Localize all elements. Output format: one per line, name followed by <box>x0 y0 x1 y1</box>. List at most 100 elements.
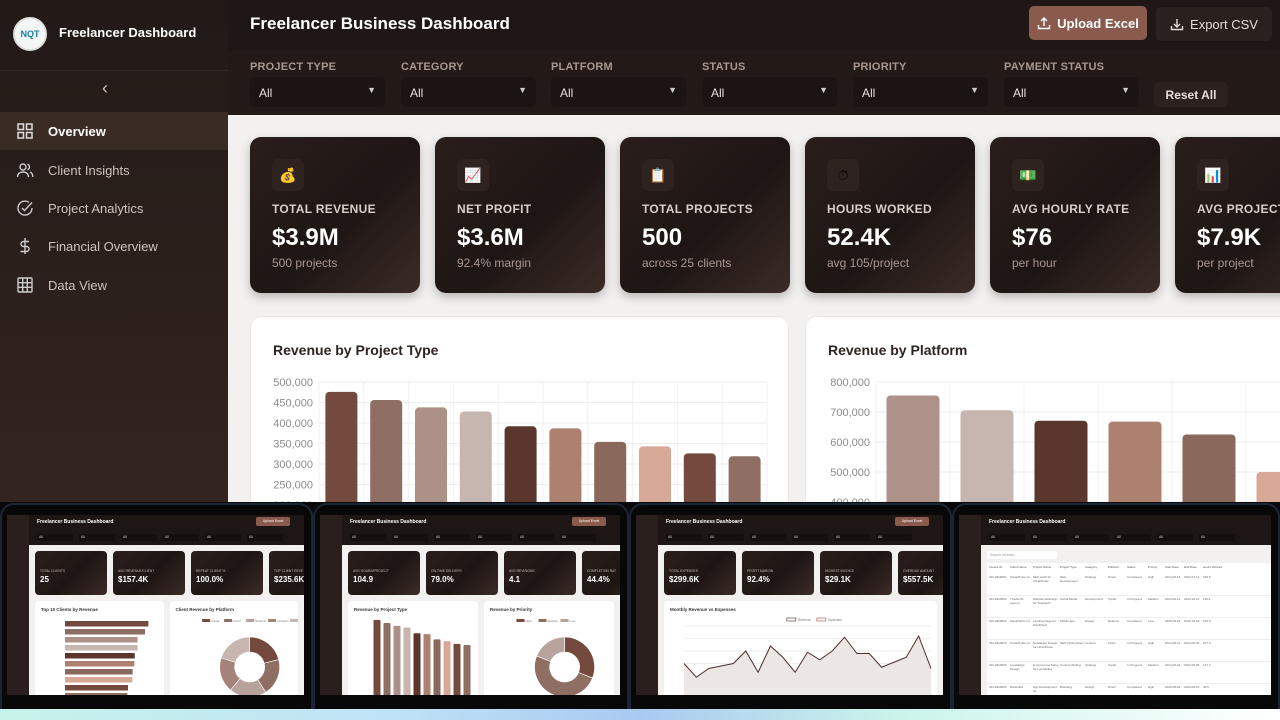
thumbnail-upload-button[interactable]: Upload Excel <box>256 517 290 526</box>
table-header-cell[interactable]: Project Name <box>1033 565 1052 569</box>
bar[interactable] <box>415 407 447 502</box>
bar[interactable] <box>65 685 129 691</box>
bar[interactable] <box>594 441 627 502</box>
bar[interactable] <box>65 621 149 627</box>
table-header-cell[interactable]: Hours Worked <box>1203 565 1223 569</box>
reset-all-button[interactable]: Reset All <box>1154 82 1228 107</box>
thumbnail-filter-select[interactable]: All <box>1157 534 1193 541</box>
project-type-select[interactable]: All ▼ <box>250 77 385 107</box>
bar[interactable] <box>463 644 471 695</box>
bar[interactable] <box>683 453 716 502</box>
bar[interactable] <box>325 391 358 502</box>
thumbnail-filter-select[interactable]: All <box>205 534 241 541</box>
bar[interactable] <box>886 395 940 503</box>
bar[interactable] <box>504 426 537 502</box>
table-header-cell[interactable]: Platform <box>1108 565 1120 569</box>
donut-slice[interactable] <box>534 655 593 695</box>
bar[interactable] <box>65 653 135 659</box>
status-select[interactable]: All ▼ <box>702 77 837 107</box>
table-cell: Completed <box>1127 685 1142 689</box>
thumbnail-filter-select[interactable]: All <box>434 534 470 541</box>
bar[interactable] <box>453 643 461 695</box>
bar[interactable] <box>65 629 146 635</box>
thumbnail-filter-select[interactable]: All <box>163 534 199 541</box>
thumbnail-search-input[interactable]: Search records... <box>987 551 1057 559</box>
thumbnail-upload-button[interactable]: Upload Excel <box>895 517 929 526</box>
collapse-sidebar-chevron-icon[interactable]: ‹ <box>102 78 108 98</box>
bar[interactable] <box>65 693 128 695</box>
sidebar-item-financial-overview[interactable]: Financial Overview <box>0 227 228 265</box>
bar[interactable] <box>65 661 135 667</box>
thumbnail-filter-select[interactable]: All <box>121 534 157 541</box>
bar[interactable] <box>393 625 401 695</box>
thumbnail-filter-select[interactable]: All <box>708 534 744 541</box>
bar[interactable] <box>443 641 451 695</box>
category-select[interactable]: All ▼ <box>401 77 536 107</box>
thumbnail-filter-select[interactable]: All <box>392 534 428 541</box>
platform-select[interactable]: All ▼ <box>551 77 686 107</box>
bar[interactable] <box>383 623 391 695</box>
thumbnail-filter-select[interactable]: All <box>350 534 386 541</box>
thumbnail-upload-button[interactable]: Upload Excel <box>572 517 606 526</box>
bar[interactable] <box>549 428 582 502</box>
sidebar-item-project-analytics[interactable]: Project Analytics <box>0 189 228 227</box>
table-header-cell[interactable]: End Date <box>1184 565 1197 569</box>
bar[interactable] <box>373 619 381 695</box>
table-header-cell[interactable]: Status <box>1127 565 1136 569</box>
revenue-line[interactable] <box>683 634 932 678</box>
bar[interactable] <box>403 627 411 695</box>
bar[interactable] <box>413 633 421 695</box>
bar[interactable] <box>960 410 1014 502</box>
donut-slice[interactable] <box>220 636 250 663</box>
bar[interactable] <box>1034 420 1088 502</box>
bar[interactable] <box>65 669 133 675</box>
thumbnail-filter-select[interactable]: All <box>666 534 702 541</box>
thumbnail-filter-select[interactable]: All <box>476 534 512 541</box>
bar[interactable] <box>1182 434 1236 503</box>
bar[interactable] <box>433 639 441 695</box>
donut-slice[interactable] <box>248 636 279 664</box>
bar[interactable] <box>65 677 133 683</box>
bar[interactable] <box>65 637 138 643</box>
sidebar-item-client-insights[interactable]: Client Insights <box>0 151 228 189</box>
thumbnail-filter-select[interactable]: All <box>37 534 73 541</box>
upload-excel-button[interactable]: Upload Excel <box>1029 6 1147 40</box>
donut-slice[interactable] <box>536 636 565 662</box>
thumbnail-filter-select[interactable]: All <box>1199 534 1235 541</box>
export-csv-button[interactable]: Export CSV <box>1156 7 1272 41</box>
table-header-cell[interactable]: Client Name <box>1010 565 1027 569</box>
thumbnail-filter-select[interactable]: All <box>834 534 870 541</box>
table-header-cell[interactable]: Start Date <box>1165 565 1179 569</box>
thumbnail-filter-select[interactable]: All <box>1031 534 1067 541</box>
thumbnail-filter-select[interactable]: All <box>989 534 1025 541</box>
table-header-cell[interactable]: Priority <box>1148 565 1158 569</box>
thumbnail-filter-select[interactable]: All <box>876 534 912 541</box>
thumbnail-filter-select[interactable]: All <box>750 534 786 541</box>
sidebar-item-data-view[interactable]: Data View <box>0 266 228 304</box>
bar[interactable] <box>1256 472 1280 502</box>
thumbnail-filter-select[interactable]: All <box>518 534 554 541</box>
bar[interactable] <box>639 446 671 502</box>
payment-status-select[interactable]: All ▼ <box>1004 77 1139 107</box>
thumbnail-filter-select[interactable]: All <box>79 534 115 541</box>
thumbnail-filter-select[interactable]: All <box>1073 534 1109 541</box>
thumbnail-filter-select[interactable]: All <box>560 534 596 541</box>
table-header-cell[interactable]: Category <box>1085 565 1098 569</box>
bar[interactable] <box>65 645 138 651</box>
thumbnail-filter-select[interactable]: All <box>792 534 828 541</box>
thumbnail-chart <box>373 619 471 695</box>
thumbnail-filter-select[interactable]: All <box>247 534 283 541</box>
bar[interactable] <box>370 400 403 502</box>
bar[interactable] <box>423 634 431 695</box>
thumbnail-filter-select[interactable]: All <box>1115 534 1151 541</box>
table-header-cell[interactable]: Invoice ID <box>989 565 1003 569</box>
donut-slice[interactable] <box>564 636 595 679</box>
bar[interactable] <box>459 411 492 502</box>
sidebar-item-overview[interactable]: Overview <box>0 112 228 150</box>
kpi-subtext: across 25 clients <box>642 256 732 270</box>
y-tick-label: 450,000 <box>273 398 313 410</box>
table-header-cell[interactable]: Project Type <box>1060 565 1077 569</box>
priority-select[interactable]: All ▼ <box>853 77 988 107</box>
bar[interactable] <box>1108 421 1162 502</box>
bar[interactable] <box>728 456 761 502</box>
